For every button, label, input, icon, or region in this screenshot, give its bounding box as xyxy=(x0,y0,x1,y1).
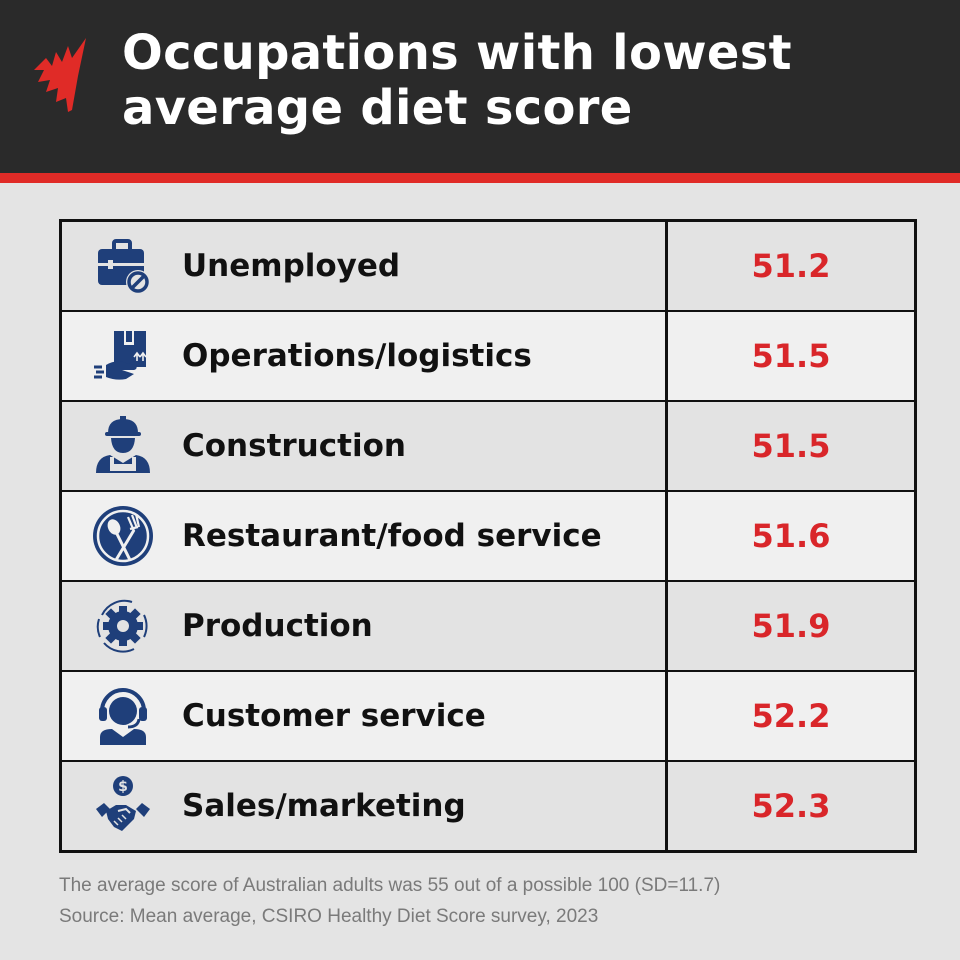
source-note: Source: Mean average, CSIRO Healthy Diet… xyxy=(59,906,599,927)
headset-agent-icon xyxy=(92,685,154,747)
table-row: Restaurant/food service 51.6 xyxy=(62,492,914,582)
score-cell: 51.6 xyxy=(668,492,914,580)
score-value: 51.2 xyxy=(751,247,831,285)
score-value: 51.6 xyxy=(751,517,831,555)
header-banner: Occupations with lowest average diet sco… xyxy=(0,0,960,173)
title-line-2: average diet score xyxy=(122,80,633,136)
sbs-logo-icon xyxy=(34,38,86,112)
occupation-label: Restaurant/food service xyxy=(182,518,602,554)
occupation-label: Sales/marketing xyxy=(182,788,466,824)
occupation-cell: Production xyxy=(62,582,668,670)
occupation-table: Unemployed 51.2 Operations/logistics 51.… xyxy=(59,219,917,853)
title-line-1: Occupations with lowest xyxy=(122,25,792,81)
svg-text:$: $ xyxy=(118,779,128,795)
page-title: Occupations with lowest average diet sco… xyxy=(122,26,792,136)
score-value: 51.5 xyxy=(751,337,831,375)
occupation-cell: Operations/logistics xyxy=(62,312,668,400)
handshake-dollar-icon: $ xyxy=(92,775,154,837)
occupation-label: Operations/logistics xyxy=(182,338,532,374)
occupation-cell: $ Sales/marketing xyxy=(62,762,668,850)
occupation-label: Production xyxy=(182,608,373,644)
occupation-cell: Restaurant/food service xyxy=(62,492,668,580)
occupation-label: Unemployed xyxy=(182,248,401,284)
score-cell: 51.9 xyxy=(668,582,914,670)
score-cell: 52.3 xyxy=(668,762,914,850)
table-row: Production 51.9 xyxy=(62,582,914,672)
table-row: $ Sales/marketing 52.3 xyxy=(62,762,914,850)
accent-divider xyxy=(0,173,960,183)
score-value: 52.2 xyxy=(751,697,831,735)
score-value: 51.9 xyxy=(751,607,831,645)
score-cell: 51.5 xyxy=(668,402,914,490)
table-row: Construction 51.5 xyxy=(62,402,914,492)
footer-notes: The average score of Australian adults w… xyxy=(59,870,720,932)
table-row: Operations/logistics 51.5 xyxy=(62,312,914,402)
score-cell: 51.5 xyxy=(668,312,914,400)
briefcase-blocked-icon xyxy=(92,235,154,297)
occupation-label: Construction xyxy=(182,428,406,464)
construction-worker-icon xyxy=(92,415,154,477)
table-row: Customer service 52.2 xyxy=(62,672,914,762)
score-value: 51.5 xyxy=(751,427,831,465)
occupation-cell: Customer service xyxy=(62,672,668,760)
occupation-label: Customer service xyxy=(182,698,486,734)
package-hand-icon xyxy=(92,325,154,387)
average-note: The average score of Australian adults w… xyxy=(59,875,721,896)
score-cell: 51.2 xyxy=(668,222,914,310)
occupation-cell: Construction xyxy=(62,402,668,490)
table-row: Unemployed 51.2 xyxy=(62,222,914,312)
spoon-fork-icon xyxy=(92,505,154,567)
score-value: 52.3 xyxy=(751,787,831,825)
score-cell: 52.2 xyxy=(668,672,914,760)
gear-cycle-icon xyxy=(92,595,154,657)
occupation-cell: Unemployed xyxy=(62,222,668,310)
